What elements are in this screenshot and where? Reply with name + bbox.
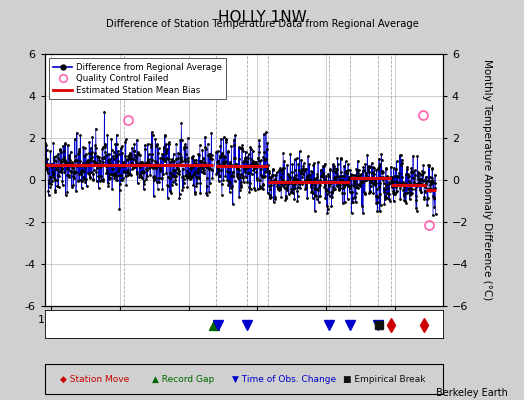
Text: ▲ Record Gap: ▲ Record Gap — [152, 374, 214, 384]
Text: ▼ Time of Obs. Change: ▼ Time of Obs. Change — [232, 374, 336, 384]
Text: Berkeley Earth: Berkeley Earth — [436, 388, 508, 398]
Text: HOLLY 1NW: HOLLY 1NW — [217, 10, 307, 25]
Text: Difference of Station Temperature Data from Regional Average: Difference of Station Temperature Data f… — [105, 19, 419, 29]
Legend: Difference from Regional Average, Quality Control Failed, Estimated Station Mean: Difference from Regional Average, Qualit… — [49, 58, 226, 99]
Text: ■ Empirical Break: ■ Empirical Break — [343, 374, 425, 384]
Y-axis label: Monthly Temperature Anomaly Difference (°C): Monthly Temperature Anomaly Difference (… — [482, 59, 492, 301]
Text: ◆ Station Move: ◆ Station Move — [60, 374, 130, 384]
